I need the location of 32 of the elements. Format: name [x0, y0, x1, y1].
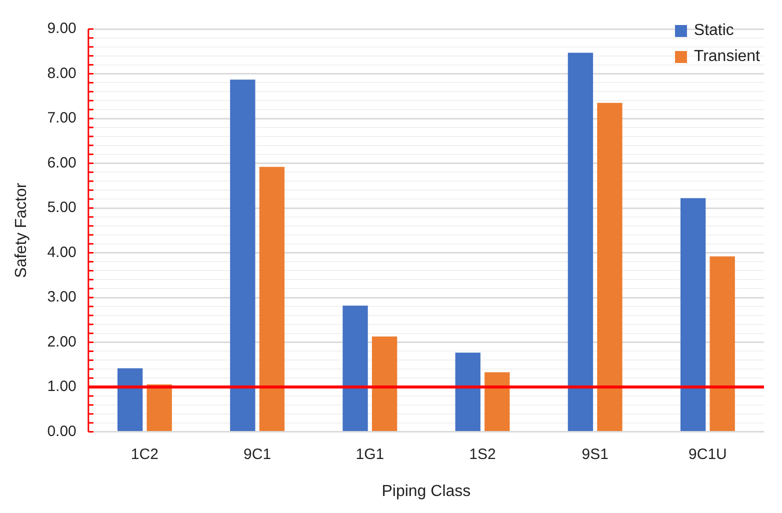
x-tick-label: 9C1U	[688, 446, 727, 463]
legend-label: Transient	[694, 48, 760, 66]
bar	[230, 80, 256, 432]
bar	[597, 102, 622, 432]
y-tick-label: 4.00	[47, 244, 76, 261]
bar	[372, 336, 398, 432]
x-tick-label: 1S2	[469, 446, 496, 463]
y-tick-label: 2.00	[47, 333, 76, 350]
x-tick-label: 9C1	[244, 446, 272, 463]
bar	[680, 198, 706, 432]
y-tick-label: 9.00	[47, 20, 76, 38]
bar	[568, 52, 594, 432]
x-tick-label: 1G1	[356, 446, 384, 463]
y-tick-label: 8.00	[47, 64, 76, 82]
y-tick-label: 5.00	[47, 199, 76, 216]
x-tick-label: 1C2	[130, 446, 158, 463]
y-tick-label: 7.00	[47, 110, 76, 127]
y-axis-title: Safety Factor	[13, 182, 30, 278]
x-axis-title: Piping Class	[382, 482, 471, 500]
bar	[484, 372, 510, 432]
y-tick-label: 6.00	[47, 154, 76, 172]
x-tick-label: 9S1	[582, 446, 608, 463]
bar	[146, 384, 172, 432]
bar	[455, 352, 480, 432]
bar	[342, 306, 368, 432]
y-tick-label: 0.00	[47, 422, 76, 440]
y-tick-label: 3.00	[47, 288, 76, 306]
bar	[710, 256, 735, 432]
bar	[259, 166, 285, 432]
bar	[117, 368, 143, 432]
y-tick-label: 1.00	[47, 378, 76, 396]
legend-label: Static	[694, 22, 734, 40]
